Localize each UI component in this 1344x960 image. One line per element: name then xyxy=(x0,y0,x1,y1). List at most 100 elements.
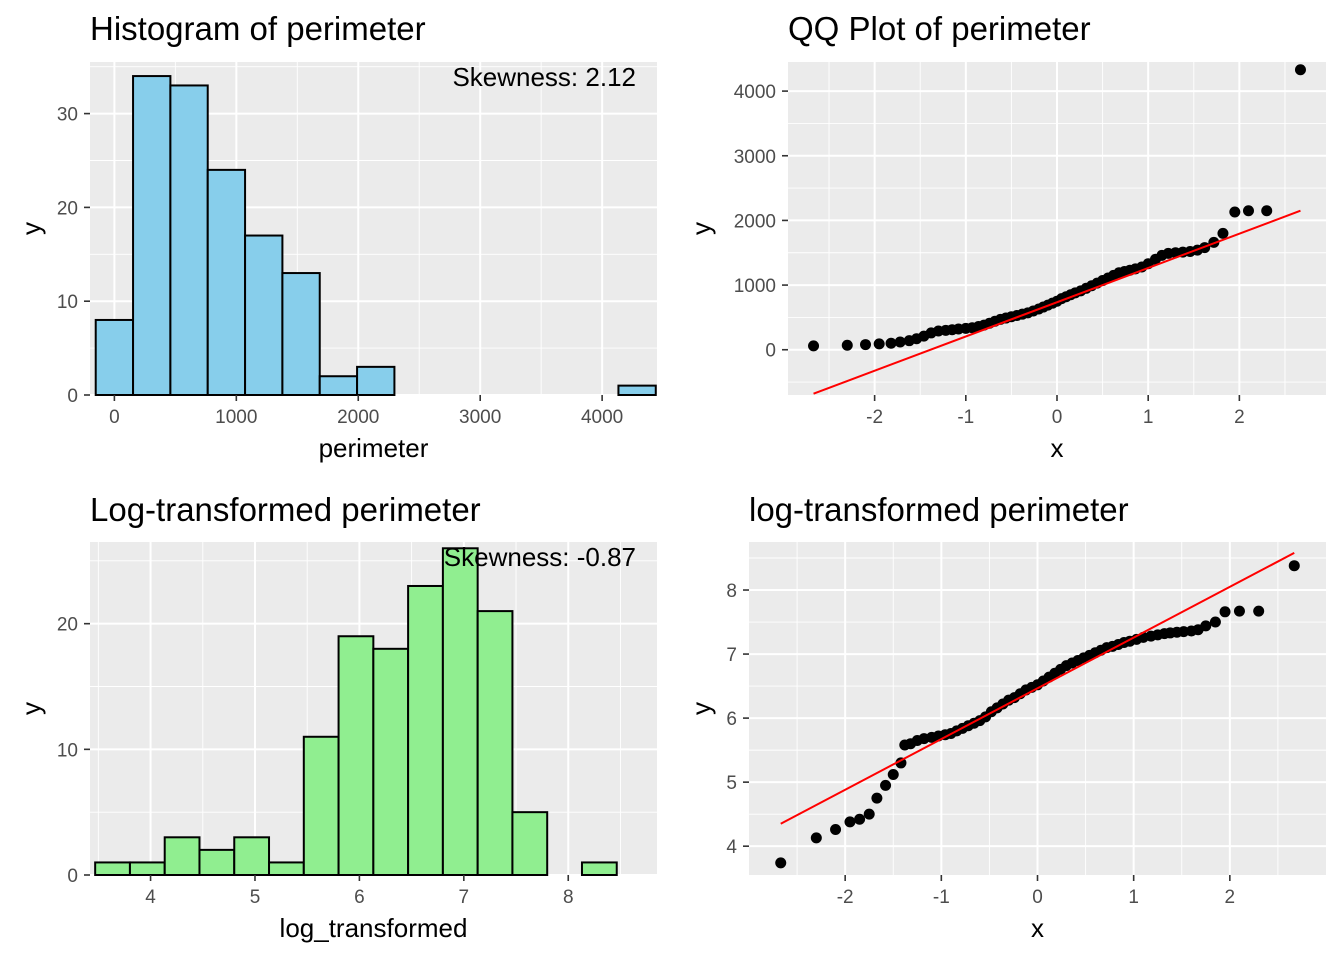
histogram-bar xyxy=(94,861,131,876)
qq-plot-log-perimeter-panel: -2 -1 0 1 2 4 5 6 7 8 log-transformed perimeter x… xyxy=(686,491,1326,943)
y-axis-title: y xyxy=(16,702,46,715)
histogram-bar xyxy=(302,735,340,876)
y-tick-label: 0 xyxy=(67,386,78,407)
histogram-bar xyxy=(233,836,271,876)
x-tick-label: 2 xyxy=(1234,407,1245,428)
reference-line xyxy=(813,209,1301,395)
y-tick-label: 6 xyxy=(726,709,737,730)
qq-point xyxy=(1209,616,1221,628)
x-axis-title: log_transformed xyxy=(280,913,468,943)
axis-ticks: -2 -1 0 1 2 0 1000 2000 3000 4000 xyxy=(734,82,1245,428)
histogram-log-perimeter-panel: 4 5 6 7 8 0 10 20 Log-transformed perimeter log… xyxy=(16,491,657,943)
y-tick-label: 4 xyxy=(726,837,737,858)
histogram-bar xyxy=(198,848,236,876)
qq-point xyxy=(830,824,842,836)
qq-point xyxy=(1288,560,1300,572)
qq-point xyxy=(810,832,822,844)
histogram-perimeter-panel: 0 1000 2000 3000 4000 0 10 20 30 Histogram of pe… xyxy=(16,10,657,463)
qq-point xyxy=(1261,205,1273,217)
x-tick-label: 6 xyxy=(354,887,365,908)
x-tick-label: -1 xyxy=(957,407,974,428)
histogram-bar xyxy=(617,384,657,397)
histogram-bar xyxy=(244,234,284,396)
chart-title: Log-transformed perimeter xyxy=(90,491,481,528)
histogram-bar xyxy=(169,84,209,396)
histogram-bar xyxy=(281,272,321,396)
x-tick-label: -1 xyxy=(933,887,950,908)
y-axis-title: y xyxy=(686,702,716,715)
y-tick-label: 0 xyxy=(67,866,78,887)
histogram-bar xyxy=(318,375,359,397)
histogram-bar xyxy=(337,635,375,877)
x-tick-label: 7 xyxy=(459,887,470,908)
qq-point xyxy=(873,338,885,350)
y-tick-label: 10 xyxy=(57,740,78,761)
x-tick-label: 1 xyxy=(1143,407,1154,428)
x-axis-title: x xyxy=(1051,433,1064,463)
chart-title: Histogram of perimeter xyxy=(90,10,426,47)
histogram-bar xyxy=(128,861,166,876)
skewness-annotation: Skewness: 2.12 xyxy=(452,62,636,92)
qq-plot-perimeter-panel: -2 -1 0 1 2 0 1000 2000 3000 4000 QQ Plot of peri… xyxy=(686,10,1326,463)
chart-title: QQ Plot of perimeter xyxy=(788,10,1091,47)
histogram-bar xyxy=(476,610,514,876)
qq-point xyxy=(1217,227,1229,239)
gridlines xyxy=(749,542,1326,875)
histogram-bar xyxy=(356,365,396,397)
x-tick-label: 2 xyxy=(1225,887,1236,908)
qq-point xyxy=(854,813,866,825)
gridlines xyxy=(788,62,1326,395)
qq-point xyxy=(871,792,883,804)
qq-point xyxy=(880,779,892,791)
y-tick-label: 4000 xyxy=(734,82,776,103)
qq-point xyxy=(844,816,856,828)
axis-ticks: -2 -1 0 1 2 4 5 6 7 8 xyxy=(726,581,1235,908)
histogram-bar xyxy=(132,75,172,396)
y-tick-label: 2000 xyxy=(734,211,776,232)
qq-point xyxy=(895,757,907,769)
qq-points xyxy=(808,64,1306,395)
y-tick-label: 0 xyxy=(765,341,776,362)
reference-line xyxy=(780,552,1295,825)
qq-point xyxy=(841,339,853,351)
histogram-bar xyxy=(441,547,479,876)
x-tick-label: 5 xyxy=(250,887,261,908)
y-tick-label: 10 xyxy=(57,292,78,313)
x-tick-label: -2 xyxy=(837,887,854,908)
qq-point xyxy=(808,340,820,352)
histogram-bar xyxy=(206,168,247,396)
x-tick-label: 0 xyxy=(109,407,120,428)
y-tick-label: 3000 xyxy=(734,147,776,168)
chart-title: log-transformed perimeter xyxy=(749,491,1129,528)
qq-point xyxy=(894,336,906,348)
histogram-bar xyxy=(407,584,444,876)
qq-point xyxy=(863,808,875,820)
qq-point xyxy=(775,857,787,869)
histogram-bars xyxy=(94,547,618,877)
x-axis-title: x xyxy=(1031,913,1044,943)
x-tick-label: 4 xyxy=(145,887,156,908)
histogram-bars xyxy=(94,75,657,397)
x-axis-title: perimeter xyxy=(319,433,429,463)
qq-point xyxy=(887,768,899,780)
x-tick-label: 2000 xyxy=(337,407,379,428)
y-axis-title: y xyxy=(686,222,716,235)
qq-point xyxy=(1253,605,1265,617)
qq-point xyxy=(1294,64,1306,76)
x-tick-label: -2 xyxy=(866,407,883,428)
histogram-bar xyxy=(580,861,618,876)
y-tick-label: 1000 xyxy=(734,276,776,297)
y-axis-title: y xyxy=(16,222,46,235)
histogram-bar xyxy=(163,836,201,876)
x-tick-label: 8 xyxy=(563,887,574,908)
x-tick-label: 4000 xyxy=(581,407,623,428)
qq-point xyxy=(1219,606,1231,618)
y-tick-label: 20 xyxy=(57,198,78,219)
axis-ticks: 0 1000 2000 3000 4000 0 10 20 30 xyxy=(57,105,623,428)
skewness-annotation: Skewness: -0.87 xyxy=(444,542,636,572)
y-tick-label: 20 xyxy=(57,615,78,636)
histogram-bar xyxy=(372,647,410,877)
qq-point xyxy=(1233,605,1245,617)
y-tick-label: 30 xyxy=(57,105,78,126)
x-tick-label: 0 xyxy=(1052,407,1063,428)
